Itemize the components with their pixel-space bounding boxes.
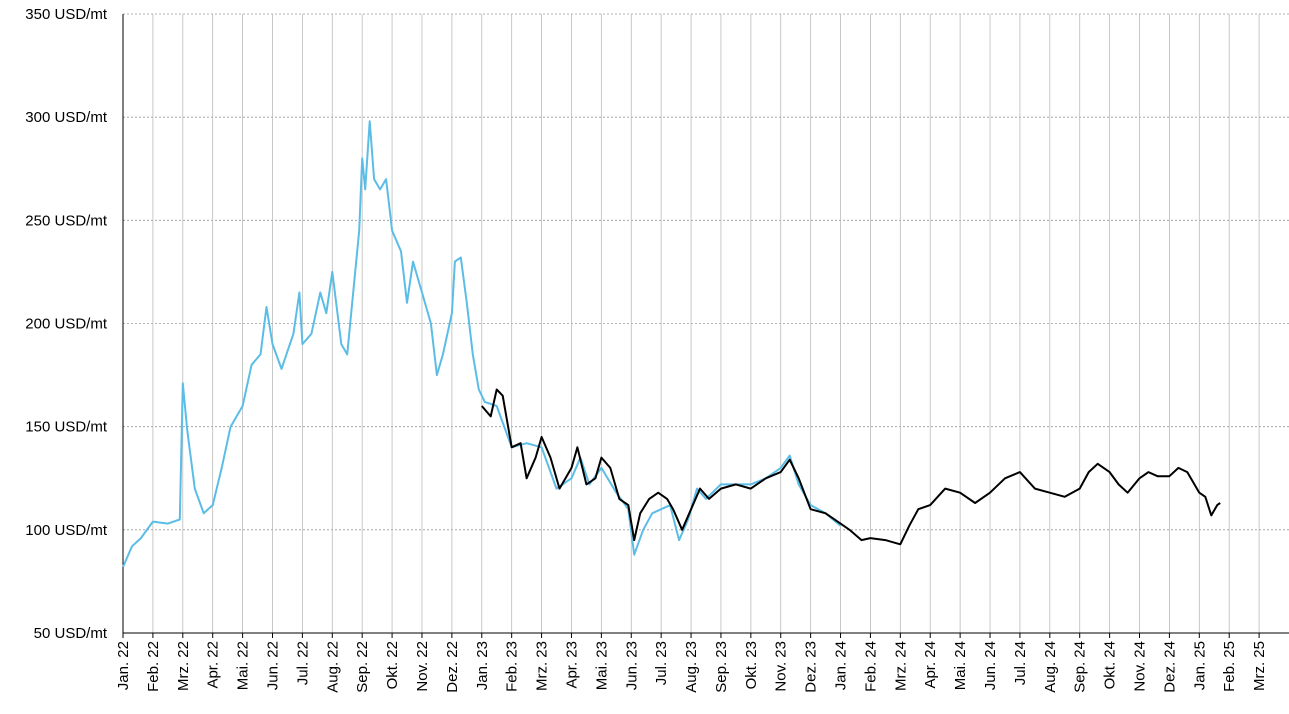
x-tick-label: Dez. 23 xyxy=(803,641,820,693)
x-tick-label: Apr. 23 xyxy=(563,641,580,689)
x-tick-label: Okt. 22 xyxy=(384,641,401,689)
x-tick-label: Dez. 22 xyxy=(444,641,461,693)
x-tick-label: Mrz. 22 xyxy=(175,641,192,691)
x-tick-label: Mrz. 24 xyxy=(892,641,909,691)
x-tick-label: Mrz. 25 xyxy=(1251,641,1268,691)
x-tick-label: Jul. 23 xyxy=(653,641,670,685)
x-tick-label: Aug. 23 xyxy=(683,641,700,693)
x-tick-label: Feb. 24 xyxy=(862,641,879,692)
x-tick-label: Jul. 24 xyxy=(1012,641,1029,685)
x-tick-label: Sep. 23 xyxy=(713,641,730,693)
x-tick-label: Jun. 22 xyxy=(264,641,281,690)
x-tick-label: Mai. 24 xyxy=(952,641,969,690)
x-tick-label: Aug. 22 xyxy=(324,641,341,693)
y-tick-label: 300 USD/mt xyxy=(25,109,108,126)
x-tick-label: Jul. 22 xyxy=(294,641,311,685)
x-tick-label: Jan. 25 xyxy=(1191,641,1208,690)
x-tick-label: Apr. 24 xyxy=(922,641,939,689)
series-line xyxy=(481,388,1221,546)
y-tick-label: 100 USD/mt xyxy=(25,522,108,539)
y-tick-label: 150 USD/mt xyxy=(25,419,108,436)
x-tick-label: Nov. 23 xyxy=(773,641,790,692)
x-tick-label: Jun. 24 xyxy=(982,641,999,690)
x-tick-label: Jan. 24 xyxy=(833,641,850,690)
x-tick-label: Jun. 23 xyxy=(623,641,640,690)
x-tick-label: Feb. 23 xyxy=(504,641,521,692)
x-tick-label: Mai. 22 xyxy=(235,641,252,690)
x-tick-label: Nov. 24 xyxy=(1132,641,1149,692)
x-tick-label: Mrz. 23 xyxy=(534,641,551,691)
y-tick-label: 350 USD/mt xyxy=(25,6,108,23)
x-tick-label: Nov. 22 xyxy=(414,641,431,692)
x-tick-label: Feb. 25 xyxy=(1221,641,1238,692)
y-tick-label: 200 USD/mt xyxy=(25,316,108,333)
x-tick-label: Sep. 22 xyxy=(354,641,371,693)
x-tick-label: Dez. 24 xyxy=(1161,641,1178,693)
x-tick-label: Apr. 22 xyxy=(205,641,222,689)
x-tick-label: Aug. 24 xyxy=(1042,641,1059,693)
y-tick-label: 50 USD/mt xyxy=(34,625,108,642)
x-tick-label: Sep. 24 xyxy=(1072,641,1089,693)
x-tick-label: Jan. 23 xyxy=(474,641,491,690)
x-tick-label: Feb. 22 xyxy=(145,641,162,692)
x-tick-label: Okt. 24 xyxy=(1102,641,1119,689)
y-tick-label: 250 USD/mt xyxy=(25,212,108,229)
x-tick-label: Jan. 22 xyxy=(115,641,132,690)
x-tick-label: Mai. 23 xyxy=(593,641,610,690)
x-tick-label: Okt. 23 xyxy=(743,641,760,689)
series-line xyxy=(122,120,842,568)
